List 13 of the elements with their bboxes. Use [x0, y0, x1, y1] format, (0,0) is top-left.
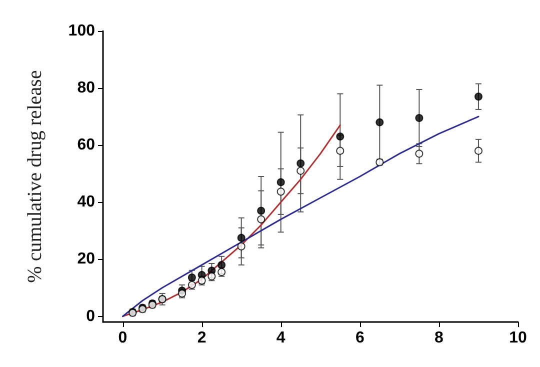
y-tick-label: 60: [77, 136, 96, 154]
y-tick-label: 100: [68, 22, 96, 40]
y-axis-title: % cumulative drug release: [24, 70, 46, 283]
x-tick-label: 10: [509, 330, 527, 346]
x-tick-label: 6: [355, 330, 364, 346]
x-tick-label: 8: [434, 330, 444, 346]
y-tick-label: 40: [77, 194, 96, 211]
x-tick-label: 0: [118, 330, 128, 346]
y-tick-label: 80: [77, 80, 96, 97]
x-tick-label: 4: [276, 330, 286, 346]
y-tick-label: 0: [86, 308, 96, 325]
x-tick-label: 2: [197, 330, 206, 346]
y-tick-label: 20: [77, 250, 96, 268]
